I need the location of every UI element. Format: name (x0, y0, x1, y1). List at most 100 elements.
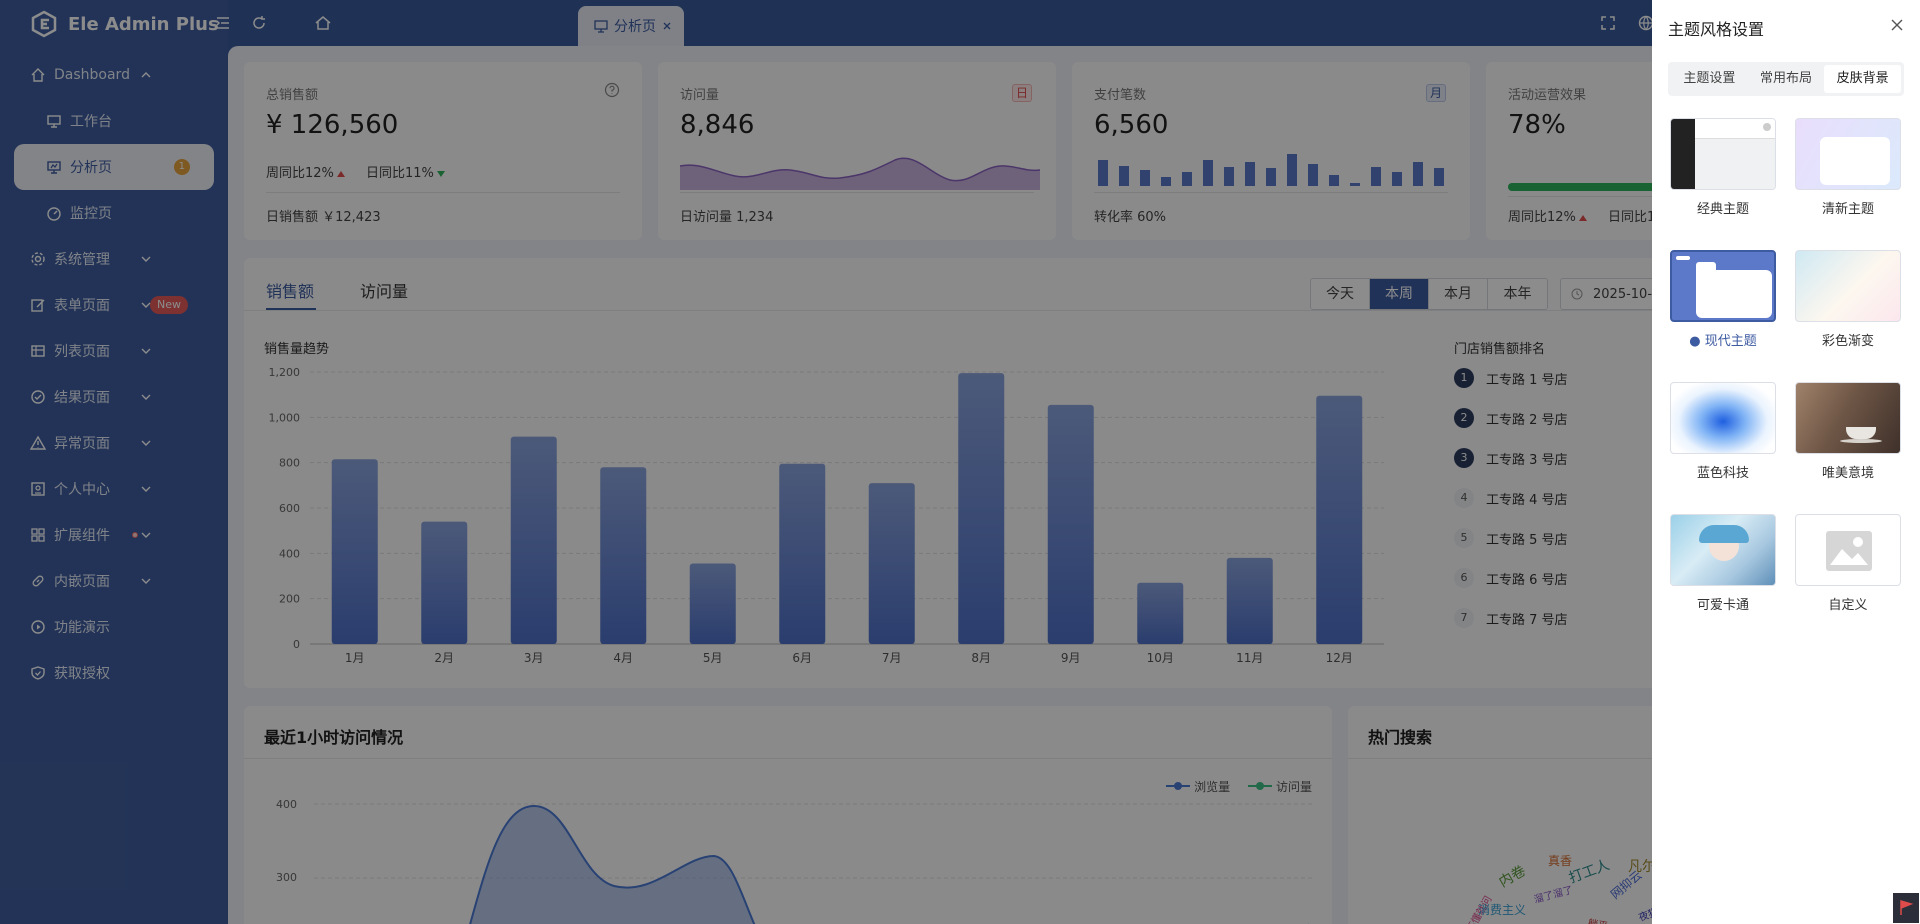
rank-item: 7 工专路 7 号店 (1454, 608, 1568, 628)
sidebar-item-profile[interactable]: 个人中心 (0, 466, 228, 512)
help-icon[interactable] (604, 82, 620, 98)
chevron-down-icon (141, 348, 151, 354)
payments-bar-sparkline (1098, 154, 1444, 186)
sidebar-item-extensions[interactable]: 扩展组件 (0, 512, 228, 558)
collapse-menu-icon[interactable] (214, 14, 232, 32)
word-cloud-term[interactable]: 真香 (1548, 854, 1573, 868)
rank-number: 1 (1454, 368, 1474, 388)
range-month[interactable]: 本月 (1429, 279, 1488, 309)
panel-title: 最近1小时访问情况 (264, 728, 404, 747)
series-line (469, 804, 756, 924)
skin-fresh[interactable]: 清新主题 (1795, 118, 1901, 217)
bar[interactable] (1226, 557, 1273, 644)
tab-sales[interactable]: 销售额 (266, 282, 315, 301)
bar[interactable] (689, 563, 736, 644)
range-year[interactable]: 本年 (1488, 279, 1547, 309)
date-picker[interactable]: 2025-10-13 (1560, 278, 1652, 310)
close-icon[interactable] (662, 21, 672, 31)
x-tick-label: 9月 (1061, 651, 1081, 665)
tab-skin-background[interactable]: 皮肤背景 (1824, 65, 1902, 93)
sidebar-item-embedded[interactable]: 内嵌页面 (0, 558, 228, 604)
rank-label: 工专路 3 号店 (1486, 452, 1568, 468)
bar[interactable] (958, 373, 1005, 644)
sidebar-item-analysis[interactable]: 分析页 1 (14, 144, 214, 190)
link-icon (30, 573, 46, 589)
skin-classic[interactable]: 经典主题 (1670, 118, 1776, 217)
logo-icon (31, 10, 57, 38)
refresh-icon[interactable] (250, 14, 268, 32)
progress-bar (1508, 183, 1652, 191)
y-tick-label: 1,200 (269, 366, 301, 379)
range-week[interactable]: 本周 (1370, 279, 1429, 309)
skin-modern[interactable]: ● 现代主题 (1670, 250, 1776, 349)
play-icon (30, 619, 46, 635)
word-cloud-term[interactable]: 凡尔赛 (1628, 859, 1652, 875)
legend-item[interactable]: 访问量 (1248, 778, 1312, 795)
bar[interactable] (868, 483, 915, 644)
chart-title: 销售量趋势 (264, 342, 330, 357)
tab-visits[interactable]: 访问量 (360, 282, 409, 301)
home-icon[interactable] (314, 14, 332, 32)
skin-label: 唯美意境 (1821, 466, 1874, 481)
rank-label: 工专路 1 号店 (1486, 372, 1568, 388)
skin-gradient[interactable]: 彩色渐变 (1795, 250, 1901, 349)
tab-theme-settings[interactable]: 主题设置 (1683, 71, 1736, 86)
kpi-title: 总销售额 (266, 88, 319, 103)
range-selector: 今天 本周 本月 本年 (1310, 278, 1548, 310)
modal-overlay[interactable] (0, 0, 1652, 924)
sidebar-item-dashboard[interactable]: Dashboard (0, 52, 228, 98)
rank-item: 6 工专路 6 号店 (1454, 568, 1568, 588)
sidebar-item-workbench[interactable]: 工作台 (0, 98, 228, 144)
range-today[interactable]: 今天 (1311, 279, 1370, 309)
rank-item: 4 工专路 4 号店 (1454, 488, 1568, 508)
count-badge: 1 (173, 159, 190, 175)
flag-icon (1900, 899, 1914, 915)
y-tick-label: 200 (279, 593, 300, 606)
legend-item[interactable]: 浏览量 (1166, 778, 1230, 795)
rank-label: 工专路 5 号店 (1486, 532, 1568, 548)
bar[interactable] (510, 436, 557, 644)
bar[interactable] (421, 521, 468, 644)
skin-cartoon[interactable]: 可爱卡通 (1670, 514, 1776, 613)
sidebar-item-demo[interactable]: 功能演示 (0, 604, 228, 650)
sales-bar-chart: 0 200 400 600 800 1,000 1,200 1月 2月 3月 4月 5月 6月 7月 8月 9… (269, 366, 1384, 665)
bar[interactable] (779, 463, 826, 644)
bar[interactable] (1047, 404, 1094, 644)
top-bar: 分析页 (216, 0, 1654, 46)
skin-preview (1670, 514, 1776, 586)
rank-title: 门店销售额排名 (1454, 342, 1546, 357)
sidebar-item-exceptions[interactable]: 异常页面 (0, 420, 228, 466)
bar[interactable] (1137, 582, 1184, 644)
skin-blue-tech[interactable]: 蓝色科技 (1670, 382, 1776, 481)
shield-icon (30, 665, 46, 681)
fullscreen-icon[interactable] (1599, 14, 1617, 32)
skin-custom[interactable]: 自定义 (1795, 514, 1901, 613)
sidebar-item-monitor[interactable]: 监控页 (0, 190, 228, 236)
tab-analysis[interactable]: 分析页 (578, 6, 684, 46)
skin-label: ● 现代主题 (1689, 334, 1757, 349)
bar[interactable] (600, 467, 647, 644)
kpi-value: 78% (1508, 110, 1566, 140)
bar[interactable] (1316, 395, 1363, 644)
kpi-day-compare: 日同比11% (1608, 206, 1652, 225)
bar[interactable] (331, 459, 378, 644)
sidebar-item-label: 分析页 (70, 160, 112, 176)
skin-aesthetic[interactable]: 唯美意境 (1795, 382, 1901, 481)
sidebar-item-label: 结果页面 (54, 390, 110, 406)
sidebar-item-label: Dashboard (54, 67, 130, 83)
brand[interactable]: Ele Admin Plus (30, 9, 219, 39)
tab-layouts[interactable]: 常用布局 (1760, 71, 1813, 86)
word-cloud-term[interactable]: 消费主义 (1478, 903, 1527, 917)
debug-flag[interactable] (1893, 893, 1919, 923)
sidebar-item-results[interactable]: 结果页面 (0, 374, 228, 420)
kpi-footer: 转化率 60% (1094, 210, 1167, 225)
sidebar-item-lists[interactable]: 列表页面 (0, 328, 228, 374)
visits-area-sparkline (680, 157, 1040, 190)
sidebar-item-license[interactable]: 获取授权 (0, 650, 228, 696)
sidebar-item-forms[interactable]: 表单页面 New (0, 282, 228, 328)
kpi-day-compare: 日同比11% (366, 162, 445, 181)
legend-label: 浏览量 (1194, 780, 1231, 794)
user-card-icon (30, 481, 46, 497)
close-icon[interactable] (1890, 18, 1904, 32)
sidebar-item-system[interactable]: 系统管理 (0, 236, 228, 282)
